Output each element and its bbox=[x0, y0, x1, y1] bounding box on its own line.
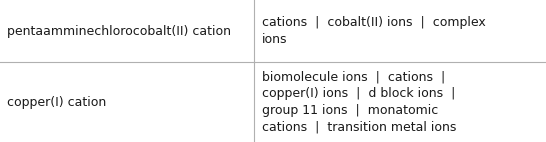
Bar bbox=[0, 0, 546, 62]
Text: copper(I) cation: copper(I) cation bbox=[7, 96, 106, 109]
Text: pentaamminechlorocobalt(II) cation: pentaamminechlorocobalt(II) cation bbox=[7, 25, 230, 38]
Text: cations  |  cobalt(II) ions  |  complex
ions: cations | cobalt(II) ions | complex ions bbox=[262, 16, 486, 46]
Text: biomolecule ions  |  cations  |
copper(I) ions  |  d block ions  |
group 11 ions: biomolecule ions | cations | copper(I) i… bbox=[262, 71, 456, 133]
Bar bbox=[0, 62, 546, 142]
